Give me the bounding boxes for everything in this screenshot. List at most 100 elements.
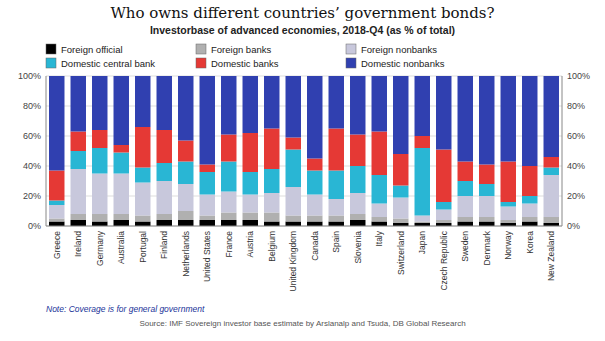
bar-segment — [458, 196, 473, 217]
legend-swatch — [46, 44, 56, 54]
bar-segment — [92, 130, 107, 148]
bar-segment — [544, 175, 559, 217]
bar-segment — [264, 213, 279, 222]
legend-swatch — [196, 58, 206, 68]
subtitle: Investorbase of advanced economies, 2018… — [150, 24, 455, 36]
bar-segment — [92, 222, 107, 227]
x-tick-label: Denmark — [482, 230, 492, 265]
bar-segment — [71, 220, 86, 226]
bar-segment — [243, 213, 258, 221]
legend-label: Domestic banks — [211, 58, 279, 69]
bar-segment — [544, 217, 559, 223]
bar-segment — [372, 217, 387, 222]
bar-segment — [114, 145, 129, 153]
bar-segment — [329, 199, 344, 216]
bar-segment — [135, 127, 150, 168]
bar-segment — [200, 172, 215, 195]
bar-segment — [221, 213, 236, 221]
bar-segment — [393, 76, 408, 154]
bar-segment — [157, 163, 172, 181]
x-tick-label: Portugal — [138, 231, 148, 263]
bar-segment — [350, 76, 365, 135]
x-tick-label: Greece — [52, 231, 62, 259]
bar-segment — [436, 76, 451, 150]
bar-segment — [92, 214, 107, 222]
bar-segment — [49, 222, 64, 227]
y-tick-label: 20% — [23, 191, 41, 201]
bar-segment — [221, 192, 236, 213]
bar-segment — [372, 175, 387, 204]
bar-segment — [415, 222, 430, 224]
bar-segment — [178, 76, 193, 141]
grid — [46, 76, 562, 226]
bar-segment — [71, 214, 86, 220]
x-tick-label: Australia — [116, 231, 126, 264]
bar-segment — [350, 214, 365, 220]
bar-segment — [436, 202, 451, 210]
x-tick-label: Japan — [417, 231, 427, 254]
bar-segment — [307, 216, 322, 222]
bar-segment — [544, 157, 559, 168]
bar-segment — [92, 76, 107, 130]
bar-segment — [286, 150, 301, 188]
x-tick-label: Korea — [525, 231, 535, 254]
x-tick-label: Ireland — [73, 231, 83, 257]
legend-label: Foreign banks — [211, 44, 271, 55]
y-tick-label: 100% — [18, 71, 41, 81]
y2-tick-label: 60% — [567, 131, 585, 141]
grid-line — [46, 226, 562, 227]
bar-segment — [458, 162, 473, 182]
bar-segment — [544, 76, 559, 157]
bar-segment — [243, 172, 258, 195]
legend-swatch — [46, 58, 56, 68]
x-tick-label: New Zealand — [546, 231, 556, 281]
bar-segment — [114, 220, 129, 226]
x-tick-label: Canada — [310, 231, 320, 261]
legend-label: Foreign official — [61, 44, 123, 55]
bar-segment — [71, 132, 86, 152]
bar-segment — [49, 205, 64, 219]
x-tick-label: France — [224, 231, 234, 258]
bar-segment — [544, 168, 559, 176]
bar-segment — [329, 222, 344, 227]
bar-segment — [329, 129, 344, 171]
bar-segment — [135, 168, 150, 183]
bar-segment — [458, 222, 473, 227]
bar-segment — [307, 76, 322, 159]
bar-segment — [264, 76, 279, 129]
x-tick-label: Czech Republic — [439, 230, 449, 290]
bar-segment — [501, 76, 516, 162]
bar-segment — [135, 183, 150, 216]
bar-segment — [307, 159, 322, 171]
bar-segment — [522, 196, 537, 204]
bar-segment — [350, 166, 365, 193]
x-tick-label: Finland — [159, 231, 169, 259]
bar-segment — [135, 222, 150, 227]
bar-segment — [286, 138, 301, 150]
bar-segment — [307, 222, 322, 227]
x-tick-label: Spain — [331, 231, 341, 253]
bar-segment — [49, 219, 64, 222]
bar-segment — [522, 222, 537, 227]
bar-segment — [350, 135, 365, 167]
bar-segment — [221, 162, 236, 192]
note: Note: Coverage is for general government — [46, 304, 205, 314]
x-axis — [46, 226, 562, 227]
bar-segment — [458, 217, 473, 222]
bar-segment — [200, 165, 215, 173]
y2-tick-label: 40% — [567, 161, 585, 171]
bar-segment — [49, 201, 64, 206]
bar-segment — [286, 216, 301, 222]
y2-axis — [562, 76, 563, 226]
bar-segment — [415, 216, 430, 222]
bar-segment — [501, 207, 516, 221]
bar-segment — [200, 220, 215, 226]
y2-tick-label: 80% — [567, 101, 585, 111]
bar-segment — [393, 186, 408, 198]
bar-segment — [372, 76, 387, 132]
bar-segment — [393, 219, 408, 224]
bar-segment — [221, 220, 236, 226]
source: Source: IMF Sovereign investor base esti… — [139, 319, 465, 328]
bar-segment — [71, 76, 86, 132]
bar-segment — [92, 174, 107, 215]
